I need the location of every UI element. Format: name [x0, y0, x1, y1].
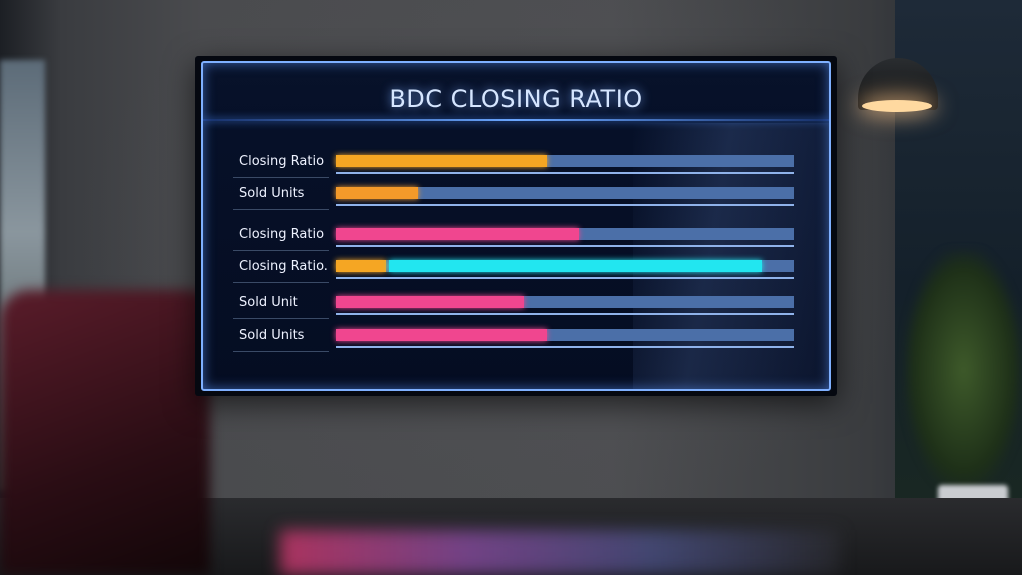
- track-underline: [336, 245, 794, 247]
- bar-track: [336, 155, 794, 167]
- bar: [336, 187, 419, 199]
- bar-label: Sold Unit: [239, 295, 298, 310]
- bar-track: [336, 228, 794, 240]
- label-underline: [233, 318, 329, 319]
- bar-track: [336, 260, 794, 272]
- bar-track: [336, 329, 794, 341]
- label-underline: [233, 209, 329, 210]
- lamp-light: [862, 100, 932, 112]
- label-underline: [233, 177, 329, 178]
- bar: [336, 228, 579, 240]
- track-underline: [336, 172, 794, 174]
- screen-reflection: [633, 123, 829, 389]
- bar-label: Sold Units: [239, 186, 305, 201]
- dashboard-screen: BDC CLOSING RATIO Closing Ratio Sold Unit…: [201, 61, 831, 391]
- desk-glow: [280, 530, 840, 575]
- label-underline: [233, 282, 329, 283]
- label-underline: [233, 250, 329, 251]
- title-divider: [203, 119, 829, 121]
- wall-monitor: BDC CLOSING RATIO Closing Ratio Sold Unit…: [195, 56, 837, 396]
- bar-row: Closing Ratio: [233, 151, 803, 179]
- track-underline: [336, 313, 794, 315]
- bar-row: Closing Ratio: [233, 224, 803, 252]
- bar: [336, 296, 524, 308]
- bar: [336, 260, 387, 272]
- track-underline: [336, 346, 794, 348]
- bar-label: Sold Units: [239, 328, 305, 343]
- track-underline: [336, 277, 794, 279]
- bar-label: Closing Ratio: [239, 227, 325, 242]
- bar: [388, 260, 762, 272]
- bar-track: [336, 296, 794, 308]
- plant: [905, 250, 1022, 490]
- track-underline: [336, 204, 794, 206]
- bar-track: [336, 187, 794, 199]
- chart-title: BDC CLOSING RATIO: [389, 85, 643, 113]
- bar-row: Sold Units: [233, 325, 803, 353]
- chair: [0, 290, 210, 575]
- bar-label: Closing Ratio: [239, 154, 325, 169]
- bar: [336, 329, 547, 341]
- bar-label: Closing Ratio.: [239, 259, 328, 274]
- bar: [336, 155, 547, 167]
- bar-row: Sold Units: [233, 183, 803, 211]
- bar-row: Sold Unit: [233, 292, 803, 320]
- bar-row: Closing Ratio.: [233, 256, 803, 284]
- label-underline: [233, 351, 329, 352]
